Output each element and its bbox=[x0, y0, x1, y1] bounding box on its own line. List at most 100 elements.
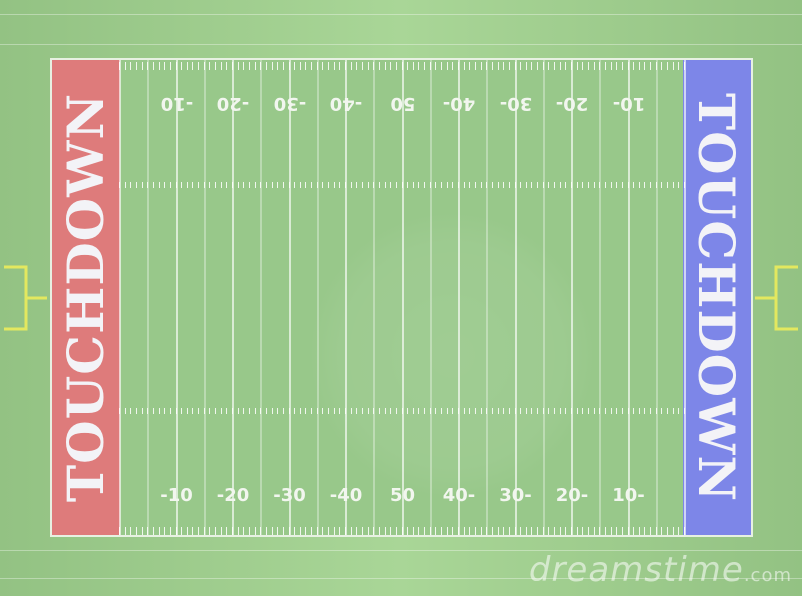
hash-mark bbox=[277, 527, 279, 535]
hash-mark bbox=[633, 527, 635, 535]
hash-mark bbox=[469, 527, 471, 535]
hash-mark bbox=[333, 182, 335, 188]
hash-mark bbox=[474, 62, 476, 70]
hash-mark bbox=[248, 182, 250, 188]
hash-mark bbox=[345, 62, 346, 70]
hash-mark bbox=[616, 182, 618, 188]
hash-mark bbox=[401, 182, 403, 188]
hash-mark bbox=[390, 408, 392, 414]
hash-mark bbox=[520, 527, 522, 535]
hash-mark bbox=[542, 527, 544, 535]
hash-mark bbox=[181, 408, 183, 414]
hash-mark bbox=[237, 62, 239, 70]
hash-mark bbox=[282, 527, 284, 535]
hash-mark bbox=[407, 527, 409, 535]
hash-mark bbox=[554, 408, 556, 414]
hash-mark bbox=[350, 527, 352, 535]
hash-mark bbox=[271, 408, 273, 414]
hash-mark bbox=[209, 408, 211, 414]
yard-line bbox=[203, 60, 206, 535]
hash-mark bbox=[480, 182, 482, 188]
hash-mark bbox=[407, 408, 409, 414]
hash-mark bbox=[322, 527, 324, 535]
hash-mark bbox=[621, 527, 623, 535]
yard-line bbox=[486, 60, 489, 535]
hash-mark bbox=[441, 527, 443, 535]
hash-mark bbox=[288, 408, 290, 414]
yard-number-bottom: -40 bbox=[329, 485, 363, 506]
hash-mark bbox=[678, 408, 680, 414]
hash-mark bbox=[254, 527, 256, 535]
hash-mark bbox=[525, 62, 527, 70]
hash-mark bbox=[435, 182, 437, 188]
hash-mark bbox=[350, 182, 352, 188]
hash-mark bbox=[418, 527, 420, 535]
hash-mark bbox=[367, 62, 369, 70]
hash-mark bbox=[147, 62, 149, 70]
hash-mark bbox=[373, 182, 375, 188]
hash-mark bbox=[429, 408, 431, 414]
hash-mark bbox=[367, 408, 369, 414]
hash-mark bbox=[678, 182, 680, 188]
right-endzone: TOUCHDOWN bbox=[683, 60, 751, 535]
left-endzone-label: TOUCHDOWN bbox=[56, 92, 116, 503]
hash-mark bbox=[345, 182, 346, 188]
hash-mark bbox=[452, 62, 454, 70]
hash-mark bbox=[514, 408, 516, 414]
hash-mark bbox=[135, 408, 137, 414]
hash-mark bbox=[367, 527, 369, 535]
hash-mark bbox=[198, 527, 200, 535]
yard-number-top: 40- bbox=[442, 93, 476, 114]
hash-mark bbox=[604, 408, 606, 414]
hash-mark bbox=[232, 182, 233, 188]
hash-mark bbox=[198, 182, 200, 188]
hash-mark bbox=[537, 527, 539, 535]
hash-mark bbox=[424, 62, 426, 70]
hash-mark bbox=[633, 182, 635, 188]
hash-mark bbox=[474, 527, 476, 535]
right-goalpost-icon bbox=[755, 265, 800, 331]
hash-mark bbox=[373, 527, 375, 535]
hash-mark bbox=[684, 182, 685, 188]
hash-mark bbox=[452, 408, 454, 414]
hash-mark bbox=[175, 62, 177, 70]
hash-mark bbox=[119, 62, 120, 70]
hash-mark bbox=[169, 408, 171, 414]
hash-mark bbox=[248, 62, 250, 70]
hash-mark bbox=[373, 408, 375, 414]
hash-mark bbox=[147, 527, 149, 535]
hash-mark bbox=[186, 182, 188, 188]
hash-mark bbox=[124, 527, 126, 535]
hash-mark bbox=[277, 62, 279, 70]
hash-mark bbox=[429, 527, 431, 535]
hash-mark bbox=[152, 182, 154, 188]
hash-mark bbox=[576, 182, 578, 188]
hash-mark bbox=[215, 408, 217, 414]
hash-mark bbox=[497, 62, 499, 70]
hash-mark bbox=[328, 182, 330, 188]
hash-mark bbox=[508, 182, 510, 188]
hash-mark bbox=[554, 527, 556, 535]
hash-mark bbox=[678, 62, 680, 70]
hash-mark bbox=[124, 62, 126, 70]
hash-mark bbox=[604, 527, 606, 535]
hash-mark bbox=[548, 62, 550, 70]
yard-number-bottom: 20- bbox=[555, 485, 589, 506]
hash-mark bbox=[599, 182, 601, 188]
hash-mark bbox=[265, 182, 267, 188]
hash-mark bbox=[378, 62, 380, 70]
hash-mark bbox=[582, 527, 584, 535]
hash-mark bbox=[486, 182, 488, 188]
hash-mark bbox=[135, 62, 137, 70]
hash-mark bbox=[164, 62, 166, 70]
hash-mark bbox=[322, 62, 324, 70]
hash-mark bbox=[441, 182, 443, 188]
hash-mark bbox=[316, 62, 318, 70]
hash-mark bbox=[192, 62, 194, 70]
hash-mark bbox=[486, 527, 488, 535]
hash-mark bbox=[226, 182, 228, 188]
yard-line bbox=[429, 60, 432, 535]
hash-mark bbox=[169, 527, 171, 535]
hash-mark bbox=[610, 182, 612, 188]
hash-mark bbox=[356, 408, 358, 414]
